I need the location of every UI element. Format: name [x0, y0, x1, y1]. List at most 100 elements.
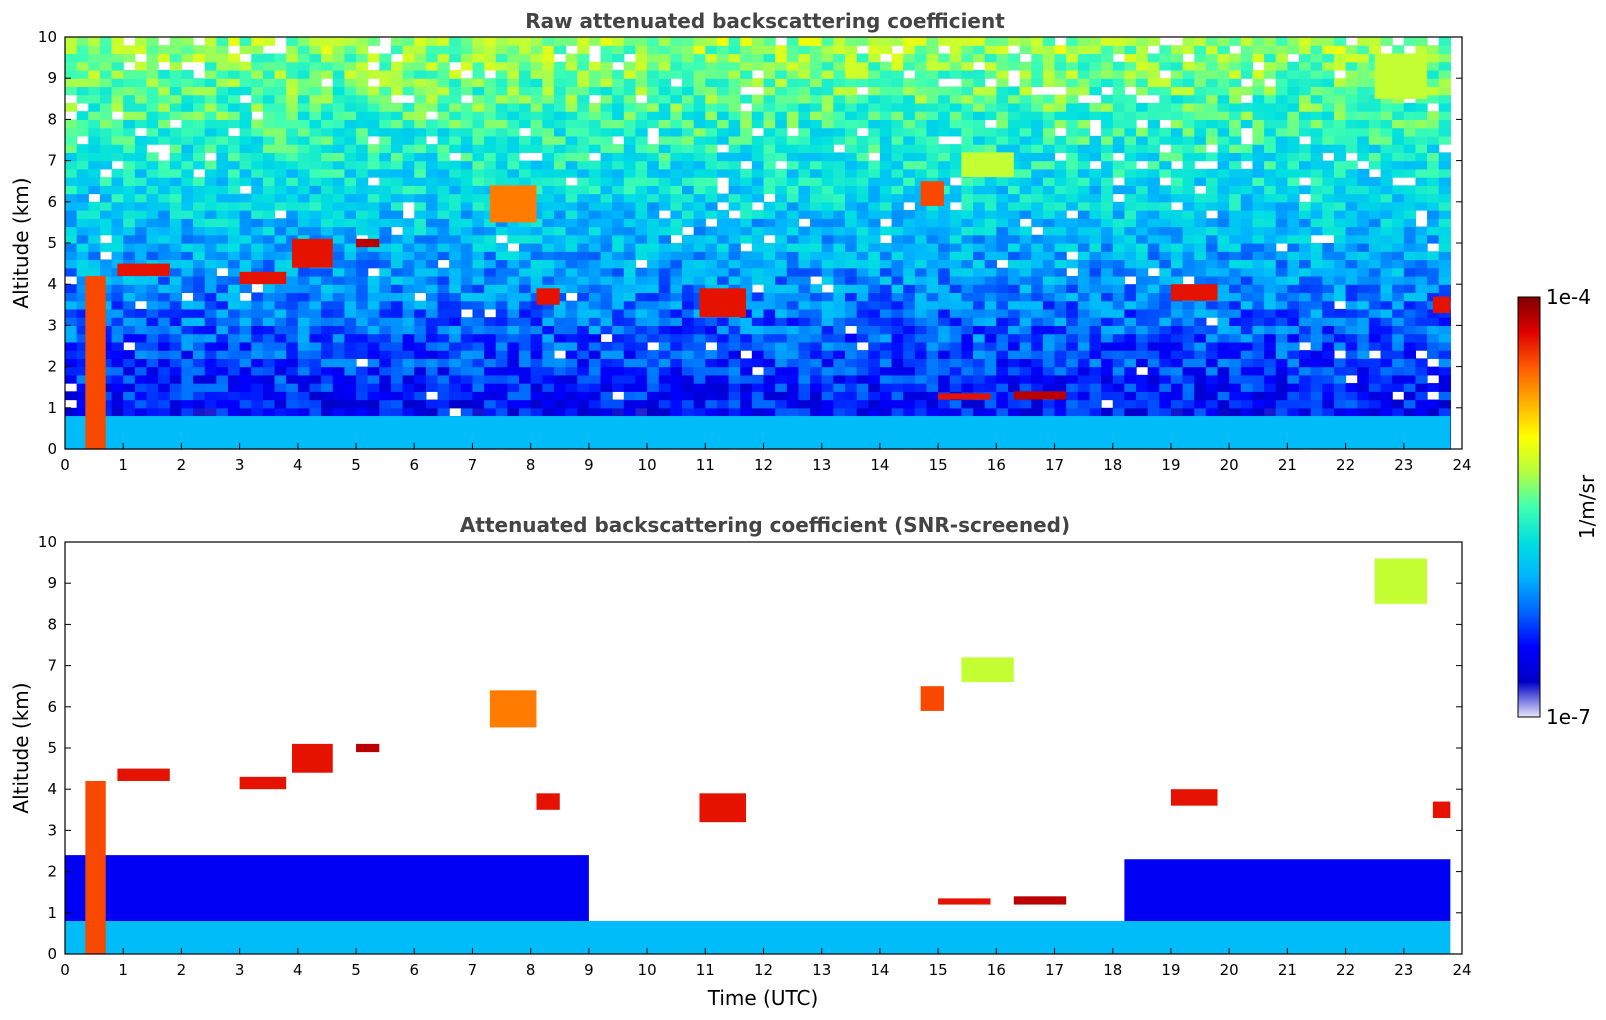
heat-cell [938, 218, 951, 228]
heat-cell [344, 160, 357, 170]
heat-cell [1368, 185, 1382, 195]
heat-cell [705, 94, 718, 104]
heat-cell [775, 243, 788, 252]
heat-cell [1019, 308, 1032, 318]
heat-cell [868, 119, 881, 129]
heat-cell [309, 193, 322, 203]
heat-cell [169, 300, 183, 310]
heat-cell [542, 144, 555, 153]
heat-cell [437, 358, 450, 368]
heat-cell [181, 341, 194, 351]
heat-cell [1264, 275, 1277, 285]
heat-cell [1217, 317, 1230, 326]
heat-cell [542, 383, 555, 392]
heat-cell [1194, 210, 1207, 219]
heat-cell [274, 193, 287, 203]
heat-cell [984, 201, 997, 211]
heat-cell [1170, 168, 1184, 178]
heat-cell [949, 374, 963, 384]
heat-cell [1310, 102, 1323, 112]
heat-cell [356, 366, 369, 376]
heat-cell [460, 251, 474, 261]
heat-cell [227, 333, 241, 343]
heat-cell [810, 201, 823, 211]
heat-cell [1205, 251, 1219, 261]
heat-cell [1345, 341, 1358, 351]
heat-cell [1392, 119, 1405, 129]
heat-cell [949, 226, 963, 236]
heat-cell [379, 267, 392, 277]
heat-cell [1368, 218, 1382, 228]
heat-cell [786, 193, 800, 203]
heat-cell [1136, 308, 1149, 318]
heat-cell [321, 407, 334, 417]
heat-cell [1159, 168, 1172, 178]
heat-cell [903, 292, 916, 302]
heat-cell [1264, 333, 1277, 343]
heat-cell [926, 333, 939, 343]
heat-cell [1007, 284, 1021, 294]
heat-cell [530, 383, 543, 392]
heat-cell [938, 325, 951, 335]
heat-cell [623, 325, 637, 335]
heat-cell [1264, 135, 1277, 145]
heat-cell [1322, 317, 1335, 326]
heat-cell [309, 366, 322, 376]
heat-cell [565, 275, 578, 285]
heat-cell [1147, 102, 1160, 112]
heat-cell [775, 358, 788, 368]
heat-cell [973, 350, 986, 359]
heat-cell [635, 325, 648, 335]
heat-cell [786, 374, 800, 384]
heat-cell [949, 193, 963, 203]
heat-cell [111, 119, 124, 129]
heat-cell [158, 119, 171, 129]
heat-cell [321, 218, 334, 228]
heat-cell [903, 144, 916, 153]
heat-cell [356, 259, 369, 269]
heat-cell [728, 325, 741, 335]
heat-cell [449, 210, 462, 219]
heat-cell [1240, 201, 1254, 211]
heat-cell [868, 325, 881, 335]
heat-cell [903, 218, 916, 228]
heat-cell [1124, 383, 1137, 392]
heat-cell [1299, 308, 1312, 318]
heat-cell [1101, 135, 1114, 145]
heat-cell [565, 391, 578, 401]
heat-cell [1427, 185, 1440, 195]
heat-cell [1229, 407, 1242, 417]
heat-cell [1252, 267, 1265, 277]
heat-cell [647, 284, 660, 294]
heat-cell [914, 267, 928, 277]
heat-cell [1438, 201, 1451, 211]
heat-cell [1380, 358, 1393, 368]
heat-cell [239, 383, 252, 392]
heat-cell [1252, 218, 1265, 228]
heat-cell [332, 251, 345, 261]
heat-cell [390, 275, 404, 285]
heat-cell [216, 407, 229, 417]
heat-cell [437, 267, 450, 277]
heat-cell [1031, 111, 1044, 120]
heat-cell [1159, 300, 1172, 310]
heat-cell [216, 119, 229, 129]
heat-cell [705, 333, 718, 343]
heat-cell [740, 366, 753, 376]
heat-cell [390, 168, 404, 178]
heat-cell [251, 292, 264, 302]
heat-cell [472, 317, 485, 326]
heat-cell [239, 407, 252, 417]
heat-cell [402, 366, 415, 376]
heat-cell [1252, 127, 1265, 137]
heat-cell [1217, 201, 1230, 211]
heat-cell [321, 185, 334, 195]
heat-cell [449, 135, 462, 145]
heat-cell [1252, 333, 1265, 343]
heat-cell [437, 94, 450, 104]
heat-cell [798, 333, 811, 343]
heat-cell [530, 374, 543, 384]
heat-cell [344, 275, 357, 285]
heat-cell [682, 94, 695, 104]
heat-cell [577, 127, 590, 137]
